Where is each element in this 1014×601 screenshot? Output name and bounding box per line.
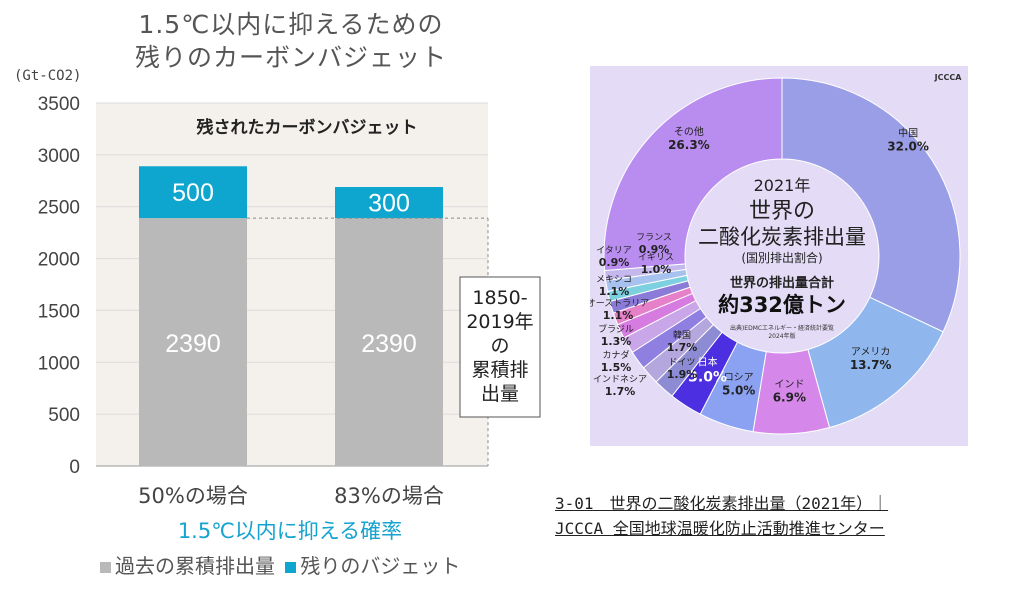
donut-total-label: 世界の排出量合計: [730, 275, 834, 291]
x-category-label: 50%の場合: [138, 484, 248, 508]
caption-line1[interactable]: 3-01 世界の二酸化炭素排出量（2021年）｜: [555, 494, 889, 513]
y-tick-label: 1500: [38, 301, 80, 322]
slice-value-label: 5.0%: [722, 384, 755, 398]
bar-chart-title-line2: 残りのカーボンバジェット: [134, 43, 447, 72]
legend-swatch-past: [100, 562, 111, 573]
slice-value-label: 32.0%: [887, 139, 929, 153]
slice-value-label: 26.3%: [668, 138, 710, 152]
legend-item-past: 過去の累積排出量: [100, 554, 275, 578]
legend-item-remaining: 残りのバジェット: [281, 554, 460, 578]
caption-line2[interactable]: JCCCA 全国地球温暖化防止活動推進センター: [555, 519, 885, 538]
bar-remaining-budget: [335, 187, 443, 219]
x-category-label: 83%の場合: [334, 484, 444, 508]
bar-chart-title: 1.5℃以内に抑えるための 残りのカーボンバジェット: [96, 8, 486, 74]
jccca-logo: JCCCA: [934, 73, 963, 82]
legend-label-past: 過去の累積排出量: [115, 554, 275, 578]
annotation-text: 1850-: [472, 287, 527, 309]
slice-name-label: フランス: [636, 232, 672, 243]
bar-past-value-label: 2390: [361, 330, 417, 358]
donut-source: 出典)EDMCエネルギー・経済統計要覧: [730, 324, 834, 332]
y-tick-label: 2000: [38, 250, 80, 271]
slice-value-label: 1.1%: [599, 285, 630, 298]
slice-name-label: ロシア: [724, 373, 754, 384]
slice-value-label: 6.9%: [773, 390, 806, 404]
annotation-text: 出量: [481, 383, 519, 405]
slice-value-label: 13.7%: [850, 358, 892, 372]
slice-name-label: イタリア: [596, 245, 632, 256]
bar-remaining-budget: [139, 166, 247, 219]
bar-remaining-value-label: 300: [368, 190, 410, 218]
slice-name-label: その他: [674, 125, 704, 138]
slice-value-label: 0.9%: [599, 256, 630, 269]
bar-remaining-value-label: 500: [172, 179, 214, 207]
donut-center-title1: 世界の: [749, 199, 815, 224]
slice-value-label: 1.7%: [605, 385, 636, 398]
y-tick-label: 0: [69, 457, 80, 478]
legend-label-remaining: 残りのバジェット: [300, 554, 461, 578]
annotation-text: 累積排: [471, 359, 528, 381]
donut-center-subtitle: (国別排出割合): [741, 250, 822, 265]
donut-slice: [781, 77, 961, 333]
legend-swatch-remaining: [285, 562, 297, 573]
slice-value-label: 3.0%: [688, 370, 727, 386]
bar-past-emissions: [335, 218, 443, 466]
slice-name-label: カナダ: [602, 349, 629, 361]
slice-value-label: 1.5%: [601, 361, 632, 374]
y-tick-label: 1000: [38, 353, 80, 374]
slice-name-label: 日本: [698, 356, 718, 369]
slice-name-label: メキシコ: [596, 275, 632, 285]
donut-center-title2: 二酸化炭素排出量: [698, 225, 866, 249]
y-tick-label: 3000: [38, 146, 80, 167]
slice-value-label: 1.0%: [641, 263, 672, 276]
annotation-text: 2019年: [466, 311, 533, 333]
y-tick-label: 500: [48, 405, 80, 426]
donut-source-year: 2024年版: [768, 332, 795, 340]
slice-name-label: イギリス: [638, 252, 674, 263]
remaining-budget-label: 残されたカーボンバジェット: [197, 117, 418, 138]
y-axis-unit: (Gt-CO2): [14, 68, 82, 84]
source-caption[interactable]: 3-01 世界の二酸化炭素排出量（2021年）｜ JCCCA 全国地球温暖化防止…: [555, 491, 888, 541]
y-tick-label: 3500: [38, 94, 80, 115]
slice-name-label: ドイツ: [668, 358, 695, 368]
annotation-text: の: [490, 335, 509, 357]
slice-value-label: 1.1%: [603, 309, 634, 322]
slice-name-label: 韓国: [673, 330, 691, 341]
donut-center-year: 2021年: [754, 176, 811, 195]
slice-value-label: 1.3%: [601, 335, 632, 348]
slice-name-label: アメリカ: [851, 346, 891, 358]
donut-chart-panel: 中国 32.0% アメリカ 13.7% インド 6.9% ロシア 5.0% 日本 3.0% ドイツ 1…: [587, 66, 968, 446]
slice-name-label: インド: [774, 379, 804, 390]
bar-past-value-label: 2390: [165, 330, 221, 358]
donut-chart: 中国32.0%アメリカ13.7%インド6.9%ロシア5.0%日本3.0%ドイツ1…: [587, 73, 963, 435]
bar-legend: 過去の累積排出量 残りのバジェット: [100, 550, 460, 579]
stacked-bar-chart: 0 500 1000 1500 2000 2500 3000 3500 残されたカーボンバジェッ…: [38, 94, 541, 543]
slice-name-label: オーストラリア: [590, 298, 649, 309]
slice-name-label: 中国: [898, 126, 918, 139]
bar-past-emissions: [139, 218, 247, 466]
slice-name-label: ブラジル: [598, 323, 634, 335]
slice-value-label: 1.7%: [667, 341, 698, 354]
slice-value-label: 1.9%: [667, 368, 698, 381]
donut-slice: [603, 77, 783, 272]
y-tick-label: 2500: [38, 198, 80, 219]
bar-chart-title-line1: 1.5℃以内に抑えるための: [138, 10, 444, 39]
slice-name-label: インドネシア: [593, 374, 647, 385]
slice-value-label: 0.9%: [639, 243, 670, 256]
x-axis-title: 1.5℃以内に抑える確率: [178, 519, 402, 543]
annotation-box: [459, 276, 541, 418]
donut-total-value: 約332億トン: [718, 293, 846, 317]
